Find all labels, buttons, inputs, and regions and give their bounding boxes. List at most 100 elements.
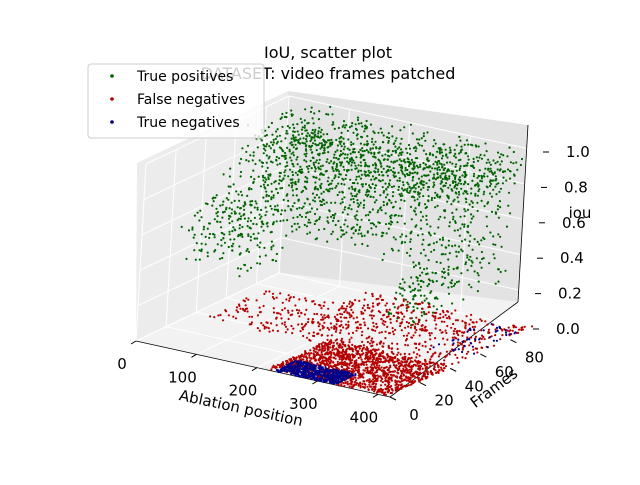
data-point (362, 344, 365, 347)
data-point (265, 190, 268, 193)
x-tick-label: 100 (168, 368, 197, 386)
data-point (319, 135, 322, 138)
data-point (315, 219, 319, 222)
data-point (308, 360, 311, 363)
data-point (466, 338, 469, 341)
data-point (366, 367, 369, 370)
data-point (460, 182, 463, 185)
data-point (486, 346, 489, 349)
data-point (307, 368, 310, 371)
data-point (288, 299, 291, 302)
data-point (245, 150, 248, 153)
data-point (429, 365, 432, 368)
data-point (300, 207, 304, 210)
data-point (348, 187, 351, 190)
data-point (456, 330, 459, 333)
data-point (468, 327, 472, 330)
data-point (345, 231, 348, 234)
data-point (312, 368, 315, 371)
data-point (382, 190, 386, 193)
data-point (450, 282, 453, 285)
data-point (225, 310, 228, 313)
data-point (321, 164, 324, 167)
data-point (440, 368, 443, 371)
data-point (279, 117, 282, 120)
data-point (291, 162, 294, 165)
data-point (262, 183, 265, 186)
data-point (468, 323, 471, 326)
data-point (260, 161, 263, 164)
data-point (421, 301, 424, 304)
data-point (222, 200, 225, 203)
data-point (288, 369, 291, 372)
data-point (374, 382, 378, 386)
y-gridline (165, 326, 421, 384)
data-point (310, 106, 313, 109)
data-point (222, 319, 225, 322)
data-point (336, 168, 339, 171)
data-point (357, 205, 360, 208)
data-point (483, 338, 486, 341)
data-point (327, 360, 330, 363)
data-point (464, 324, 467, 327)
data-point (330, 201, 333, 204)
data-point (365, 127, 368, 130)
data-point (195, 242, 198, 245)
data-point (321, 152, 324, 155)
data-point (464, 164, 467, 167)
data-point (454, 174, 457, 177)
data-point (335, 317, 338, 320)
data-point (239, 175, 242, 178)
data-point (472, 175, 475, 178)
data-point (408, 254, 411, 257)
data-point (459, 178, 462, 182)
data-point (326, 139, 330, 142)
data-point (298, 315, 301, 318)
data-point (284, 331, 287, 334)
data-point (292, 165, 295, 168)
data-point (413, 166, 416, 169)
data-point (392, 374, 395, 377)
data-point (363, 321, 366, 324)
data-point (457, 245, 461, 248)
data-point (373, 131, 376, 135)
data-point (262, 223, 265, 226)
data-point (320, 313, 323, 316)
data-point (480, 174, 483, 177)
data-point (469, 318, 472, 321)
data-point (343, 126, 347, 129)
data-point (389, 217, 392, 220)
data-point (432, 352, 435, 355)
data-point (208, 222, 211, 225)
data-point (305, 336, 309, 339)
data-point (443, 163, 446, 166)
data-point (258, 213, 261, 216)
data-point (245, 297, 248, 300)
data-point (292, 146, 295, 149)
data-point (253, 237, 256, 240)
data-point (495, 193, 498, 196)
data-point (447, 272, 450, 275)
data-point (214, 196, 217, 199)
data-point (377, 367, 381, 370)
data-point (392, 361, 395, 364)
data-point (316, 332, 319, 336)
data-point (227, 314, 230, 317)
data-point (439, 146, 442, 150)
data-point (246, 269, 249, 272)
y-tick (419, 382, 427, 387)
data-point (349, 305, 352, 308)
data-point (385, 372, 389, 375)
data-point (437, 166, 440, 169)
x-tick-label: 400 (350, 408, 379, 426)
data-point (363, 234, 366, 237)
data-point (343, 196, 346, 199)
data-point (435, 280, 438, 283)
data-point (429, 338, 432, 341)
data-point (350, 236, 353, 239)
data-point (338, 191, 341, 194)
data-point (437, 218, 440, 221)
data-point (295, 158, 298, 161)
data-point (424, 340, 427, 344)
